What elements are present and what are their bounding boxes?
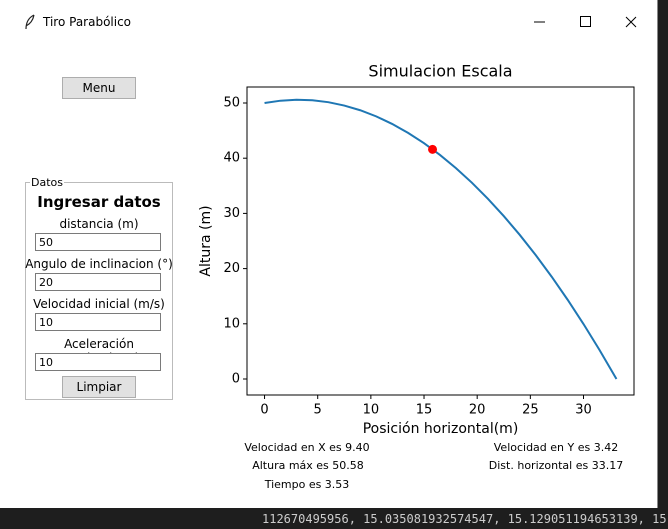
text-input[interactable]: 10 [35,353,161,371]
y-tick-label: 0 [232,371,240,386]
y-tick-label: 50 [223,96,240,111]
window-title: Tiro Parabólico [43,15,132,29]
result-text: Velocidad en X es 9.40 [244,441,370,454]
terminal-text: 112670495956, 15.035081932574547, 15.129… [262,512,668,526]
x-tick-label: 10 [363,403,380,418]
clear-button[interactable]: Limpiar [62,376,136,398]
form-heading: Ingresar datos [37,193,161,211]
result-text: Velocidad en Y es 3.42 [493,441,619,454]
text-input[interactable]: 20 [35,273,161,291]
result-text: Altura máx es 50.58 [252,459,364,472]
chart-title: Simulacion Escala [368,62,512,81]
x-tick-label: 30 [575,403,592,418]
trajectory-line [264,98,618,380]
plot-frame [246,86,635,396]
position-marker [428,144,438,154]
chart: Simulacion Escala Posición horizontal(m)… [198,62,635,437]
y-tick-label: 10 [223,316,240,331]
window-controls[interactable] [520,8,650,36]
result-text: Tiempo es 3.53 [264,478,350,491]
y-tick-label: 30 [223,206,240,221]
y-tick-label: 40 [223,151,240,166]
form-frame [25,182,173,400]
x-tick-label: 5 [314,403,322,418]
app-window: Tiro Parabólico Menu Datos Ingresar dato… [0,0,658,508]
result-text: Dist. horizontal es 33.17 [488,459,624,472]
text-input[interactable]: 50 [35,233,161,251]
y-tick-label: 20 [223,261,240,276]
y-axis-label: Altura (m) [198,205,214,276]
menu-button[interactable]: Menu [62,77,136,99]
x-tick-label: 15 [416,403,433,418]
app-icon [25,14,35,30]
field-label: Velocidad inicial (m/s) [33,297,165,311]
frame-legend: Datos [30,176,64,189]
x-tick-label: 20 [469,403,486,418]
x-tick-label: 25 [522,403,539,418]
x-tick-label: 0 [260,403,268,418]
field-label: distancia (m) [59,217,139,231]
x-axis-label: Posición horizontal(m) [363,421,519,437]
text-input[interactable]: 10 [35,313,161,331]
field-label: Angulo de inclinacion (°) [25,257,173,271]
